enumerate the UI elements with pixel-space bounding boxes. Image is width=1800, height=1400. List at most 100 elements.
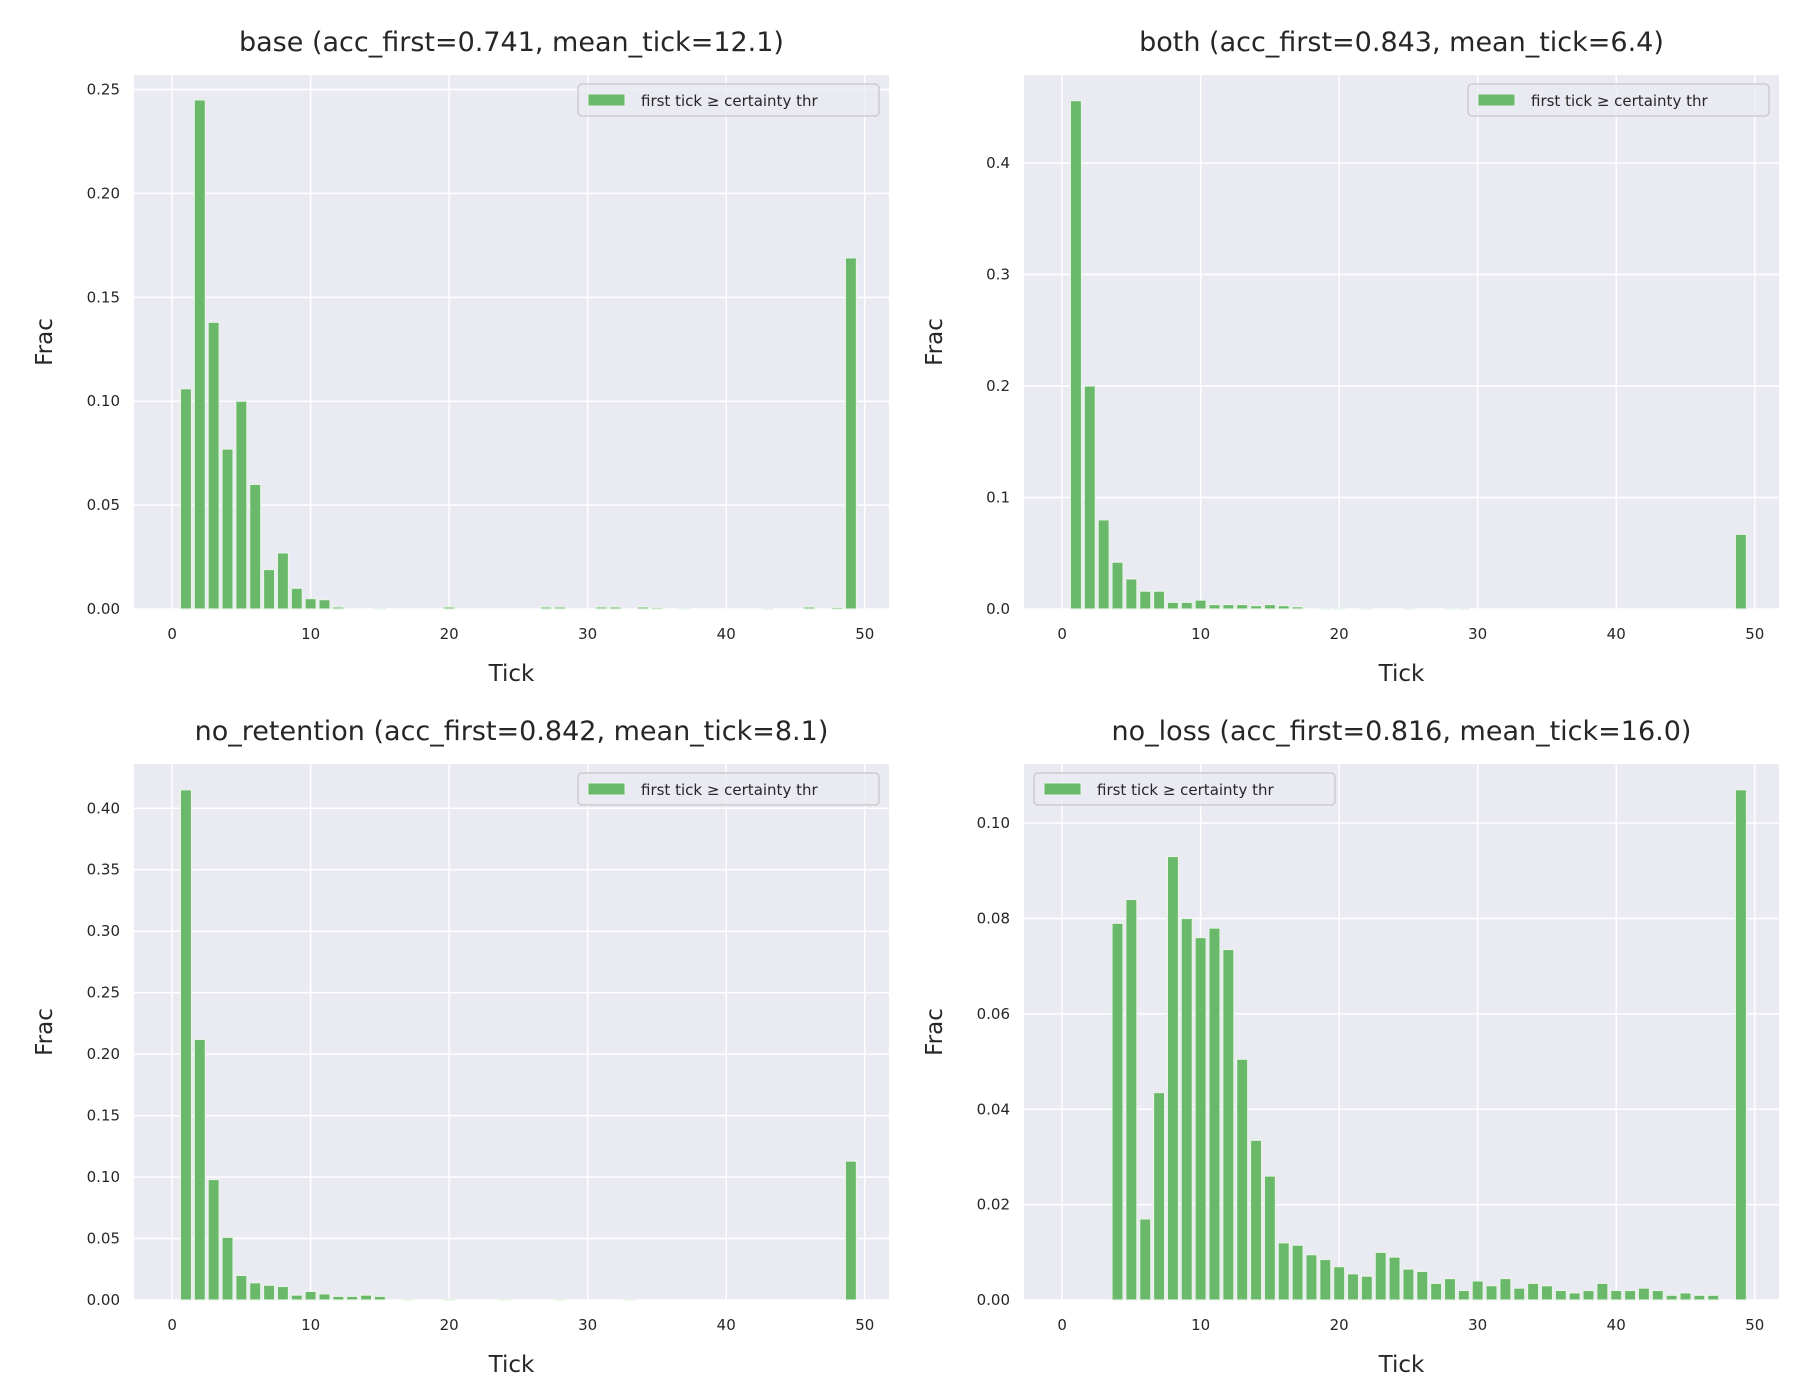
- bar-tick-49: [844, 1160, 858, 1301]
- bar-tick-4: [221, 1236, 234, 1301]
- bar-tick-20: [1333, 1266, 1346, 1301]
- y-tick-label: 0.05: [87, 1230, 120, 1248]
- bar-tick-29: [1457, 1289, 1470, 1301]
- y-tick-label: 0.30: [87, 922, 120, 940]
- y-axis-label: Frac: [922, 1008, 948, 1056]
- x-tick-label: 20: [440, 625, 459, 643]
- bar-tick-1: [1069, 100, 1083, 610]
- bar-tick-5: [1125, 898, 1138, 1301]
- bar-tick-7: [262, 1284, 276, 1301]
- legend: first tick ≥ certainty thr: [577, 772, 880, 806]
- x-tick-label: 10: [301, 1316, 320, 1334]
- bar-tick-12: [332, 1295, 345, 1301]
- y-tick-label: 0.1: [986, 489, 1010, 507]
- bar-tick-14: [359, 1294, 373, 1301]
- bar-tick-6: [249, 483, 262, 610]
- bar-tick-11: [1208, 603, 1221, 610]
- legend-label: first tick ≥ certainty thr: [1097, 781, 1274, 799]
- bar-tick-22: [1360, 607, 1374, 610]
- bar-tick-8: [1166, 855, 1180, 1301]
- legend-label: first tick ≥ certainty thr: [1531, 92, 1708, 110]
- bar-tick-12: [332, 606, 345, 610]
- bar-tick-23: [1374, 1251, 1387, 1301]
- y-tick-label: 0.00: [87, 600, 120, 618]
- x-tick-label: 10: [301, 625, 320, 643]
- legend-swatch: [587, 93, 626, 107]
- bar-tick-11: [318, 599, 331, 610]
- bar-tick-9: [1180, 601, 1193, 610]
- bar-tick-45: [1679, 1292, 1692, 1301]
- legend-swatch: [587, 782, 626, 796]
- bar-tick-4: [221, 448, 234, 610]
- bar-tick-37: [678, 607, 691, 610]
- bar-tick-5: [235, 1274, 248, 1301]
- bar-tick-20: [443, 606, 456, 610]
- bar-tick-10: [304, 1290, 317, 1301]
- bar-tick-15: [1263, 1175, 1277, 1301]
- legend-label: first tick ≥ certainty thr: [641, 92, 818, 110]
- bar-tick-17: [401, 1298, 414, 1301]
- x-tick-label: 50: [1745, 1316, 1764, 1334]
- y-tick-label: 0.10: [87, 392, 120, 410]
- bar-tick-43: [1651, 1289, 1664, 1301]
- bar-tick-49: [1734, 533, 1748, 610]
- bar-tick-9: [290, 587, 303, 610]
- bar-tick-11: [1208, 927, 1221, 1301]
- bar-tick-6: [1139, 1218, 1152, 1301]
- bar-tick-38: [1582, 1289, 1595, 1301]
- y-tick-label: 0.05: [87, 496, 120, 514]
- x-tick-label: 30: [578, 625, 597, 643]
- bar-tick-12: [1222, 948, 1235, 1301]
- x-tick-label: 20: [440, 1316, 459, 1334]
- bar-tick-6: [1139, 590, 1152, 610]
- x-tick-label: 30: [1468, 1316, 1487, 1334]
- bar-tick-20: [443, 1298, 456, 1301]
- bar-tick-13: [346, 1295, 359, 1301]
- axes-background: [134, 764, 889, 1300]
- bar-tick-13: [1236, 1058, 1249, 1301]
- bar-tick-40: [1610, 1289, 1623, 1301]
- bar-tick-19: [1319, 607, 1332, 610]
- subplot-title: base (acc_first=0.741, mean_tick=12.1): [239, 27, 784, 58]
- y-tick-label: 0.40: [87, 799, 120, 817]
- y-tick-label: 0.35: [87, 861, 120, 879]
- y-tick-label: 0.25: [87, 81, 120, 99]
- bar-tick-33: [623, 1298, 636, 1301]
- y-tick-label: 0.10: [87, 1168, 120, 1186]
- bar-tick-9: [290, 1294, 303, 1301]
- bar-tick-20: [1333, 607, 1346, 610]
- legend-swatch: [1043, 782, 1082, 796]
- y-tick-label: 0.0: [986, 600, 1010, 618]
- bar-tick-1: [179, 388, 193, 610]
- y-tick-label: 0.06: [977, 1005, 1010, 1023]
- x-tick-label: 40: [717, 1316, 736, 1334]
- bar-tick-24: [1388, 1256, 1401, 1301]
- bar-tick-15: [373, 607, 387, 610]
- y-tick-label: 0.20: [87, 184, 120, 202]
- bar-tick-10: [1194, 599, 1207, 610]
- x-tick-label: 20: [1330, 625, 1349, 643]
- x-tick-label: 40: [717, 625, 736, 643]
- bar-tick-4: [1111, 561, 1124, 610]
- y-tick-label: 0.00: [977, 1291, 1010, 1309]
- y-axis-label: Frac: [32, 318, 58, 366]
- bar-tick-31: [1485, 1285, 1498, 1301]
- bar-tick-26: [1416, 1270, 1429, 1301]
- x-tick-label: 10: [1191, 625, 1210, 643]
- bar-tick-39: [1596, 1282, 1609, 1301]
- bar-tick-43: [761, 607, 774, 610]
- bar-tick-34: [1526, 1282, 1540, 1301]
- bar-tick-46: [803, 606, 816, 610]
- bar-tick-49: [1734, 789, 1748, 1301]
- bar-tick-8: [276, 1285, 290, 1301]
- bar-tick-46: [1693, 1294, 1706, 1301]
- bar-tick-9: [1180, 917, 1193, 1301]
- x-axis-label: Tick: [1378, 1352, 1425, 1378]
- x-tick-label: 50: [855, 1316, 874, 1334]
- x-tick-label: 30: [1468, 625, 1487, 643]
- bar-tick-21: [1346, 1273, 1360, 1301]
- bar-tick-32: [1499, 1277, 1512, 1301]
- legend-swatch: [1477, 93, 1516, 107]
- bar-tick-8: [276, 552, 290, 610]
